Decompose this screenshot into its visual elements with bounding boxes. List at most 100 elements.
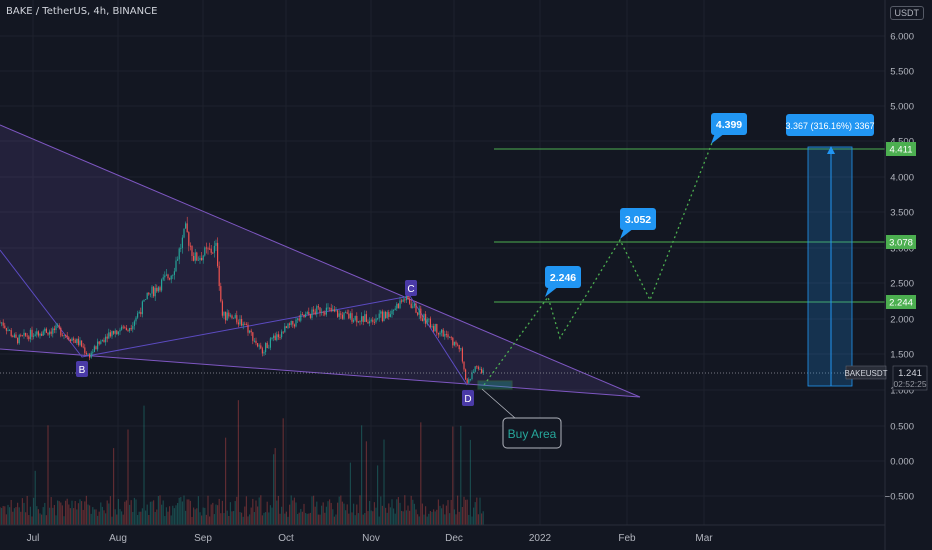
candle-body (53, 328, 55, 331)
candle-body (181, 237, 183, 249)
volume-bar (418, 516, 420, 525)
candle-body (399, 300, 401, 309)
candle-body (421, 318, 423, 322)
candle-body (129, 328, 131, 331)
volume-bar (89, 505, 91, 525)
volume-bar (34, 470, 36, 525)
candle-body (233, 317, 235, 319)
volume-bar (202, 507, 204, 525)
volume-bar (372, 511, 374, 525)
candle-body (402, 299, 404, 302)
candle-body (477, 366, 479, 370)
candle-body (300, 314, 302, 321)
volume-bar (68, 504, 70, 525)
time-tick-label: Jul (27, 533, 40, 544)
candle-body (314, 311, 316, 315)
symbol-title: BAKE / TetherUS, 4h, BINANCE (6, 6, 158, 17)
volume-bar (401, 510, 403, 525)
price-axis[interactable]: 6.0005.5005.0004.5004.0003.5003.0002.500… (844, 0, 932, 550)
candle-body (87, 354, 89, 356)
volume-bar (228, 515, 230, 525)
candle-body (108, 332, 110, 339)
candle-body (287, 323, 289, 328)
candle-body (85, 353, 87, 355)
volume-bar (449, 513, 451, 525)
candle-body (377, 318, 379, 320)
projection-path[interactable]: 2.246 3.052 4.399 (483, 113, 747, 386)
volume-bar (44, 502, 46, 525)
candle-body (213, 245, 215, 253)
price-tick-label: 3.500 (890, 208, 914, 219)
candle-body (154, 287, 156, 297)
volume-bar (23, 502, 25, 525)
volume-bar (53, 505, 55, 525)
candle-body (221, 301, 223, 316)
volume-bar (181, 501, 183, 525)
volume-bar (266, 501, 268, 525)
volume-bar (319, 514, 321, 525)
candle-body (394, 308, 396, 311)
candle-body (223, 311, 225, 316)
volume-bar (114, 509, 116, 525)
target-levels[interactable] (0, 148, 885, 374)
volume-bar (76, 509, 78, 525)
currency-badge[interactable]: USDT (889, 6, 924, 20)
candle-body (17, 337, 19, 344)
volume-bar (229, 502, 231, 525)
target-callout-label: 2.246 (550, 272, 576, 284)
volume-bar (399, 502, 401, 525)
volume-bar (332, 509, 334, 525)
candle-body (410, 303, 412, 308)
candle-body (335, 310, 337, 312)
volume-bar (351, 512, 353, 525)
volume-bar (479, 497, 481, 525)
volume-bar (73, 508, 75, 525)
candle-body (285, 326, 287, 328)
volume-bar (417, 514, 419, 525)
volume-bar (161, 504, 163, 525)
candle-body (370, 319, 372, 322)
volume-bar (55, 515, 57, 525)
candle-body (396, 303, 398, 309)
volume-bar (41, 514, 43, 525)
countdown-label: 02:52:25 (893, 379, 926, 389)
candle-body (375, 318, 377, 323)
volume-bar (412, 499, 414, 525)
price-tick-label: 4.000 (890, 173, 914, 184)
buy-area[interactable]: Buy Area (477, 380, 562, 449)
candle-body (341, 314, 343, 319)
candle-body (28, 336, 30, 340)
volume-bar (47, 425, 49, 525)
candle-body (263, 352, 265, 354)
candle-body (93, 346, 95, 352)
candle-body (337, 310, 339, 317)
volume-bar (324, 512, 326, 525)
candle-body (293, 324, 295, 327)
pattern-points[interactable]: B C D (76, 280, 474, 406)
candle-body (33, 335, 35, 337)
candle-body (186, 223, 188, 233)
volume-bar (258, 497, 260, 525)
candle-body (261, 348, 263, 354)
volume-bar (413, 503, 415, 525)
candle-body (353, 319, 355, 322)
candle-body (73, 338, 75, 340)
volume-bar (409, 510, 411, 525)
candle-body (373, 321, 375, 323)
time-axis[interactable]: Jul Aug Sep Oct Nov Dec 2022 Feb Mar (0, 524, 885, 544)
candle-body (50, 331, 52, 334)
candle-body (252, 332, 254, 341)
volume-bar (471, 516, 473, 525)
volume-bar (37, 509, 39, 525)
falling-wedge[interactable] (0, 124, 641, 398)
volume-bar (212, 502, 214, 525)
pattern-point-label: C (407, 284, 414, 295)
volume-bar (373, 502, 375, 525)
candle-body (0, 322, 1, 324)
volume-bar (100, 502, 102, 525)
volume-bar (121, 511, 123, 525)
candle-body (345, 312, 347, 314)
candle-body (175, 260, 177, 272)
measure-tool[interactable]: 3.367 (316.16%) 3367 (785, 114, 875, 387)
